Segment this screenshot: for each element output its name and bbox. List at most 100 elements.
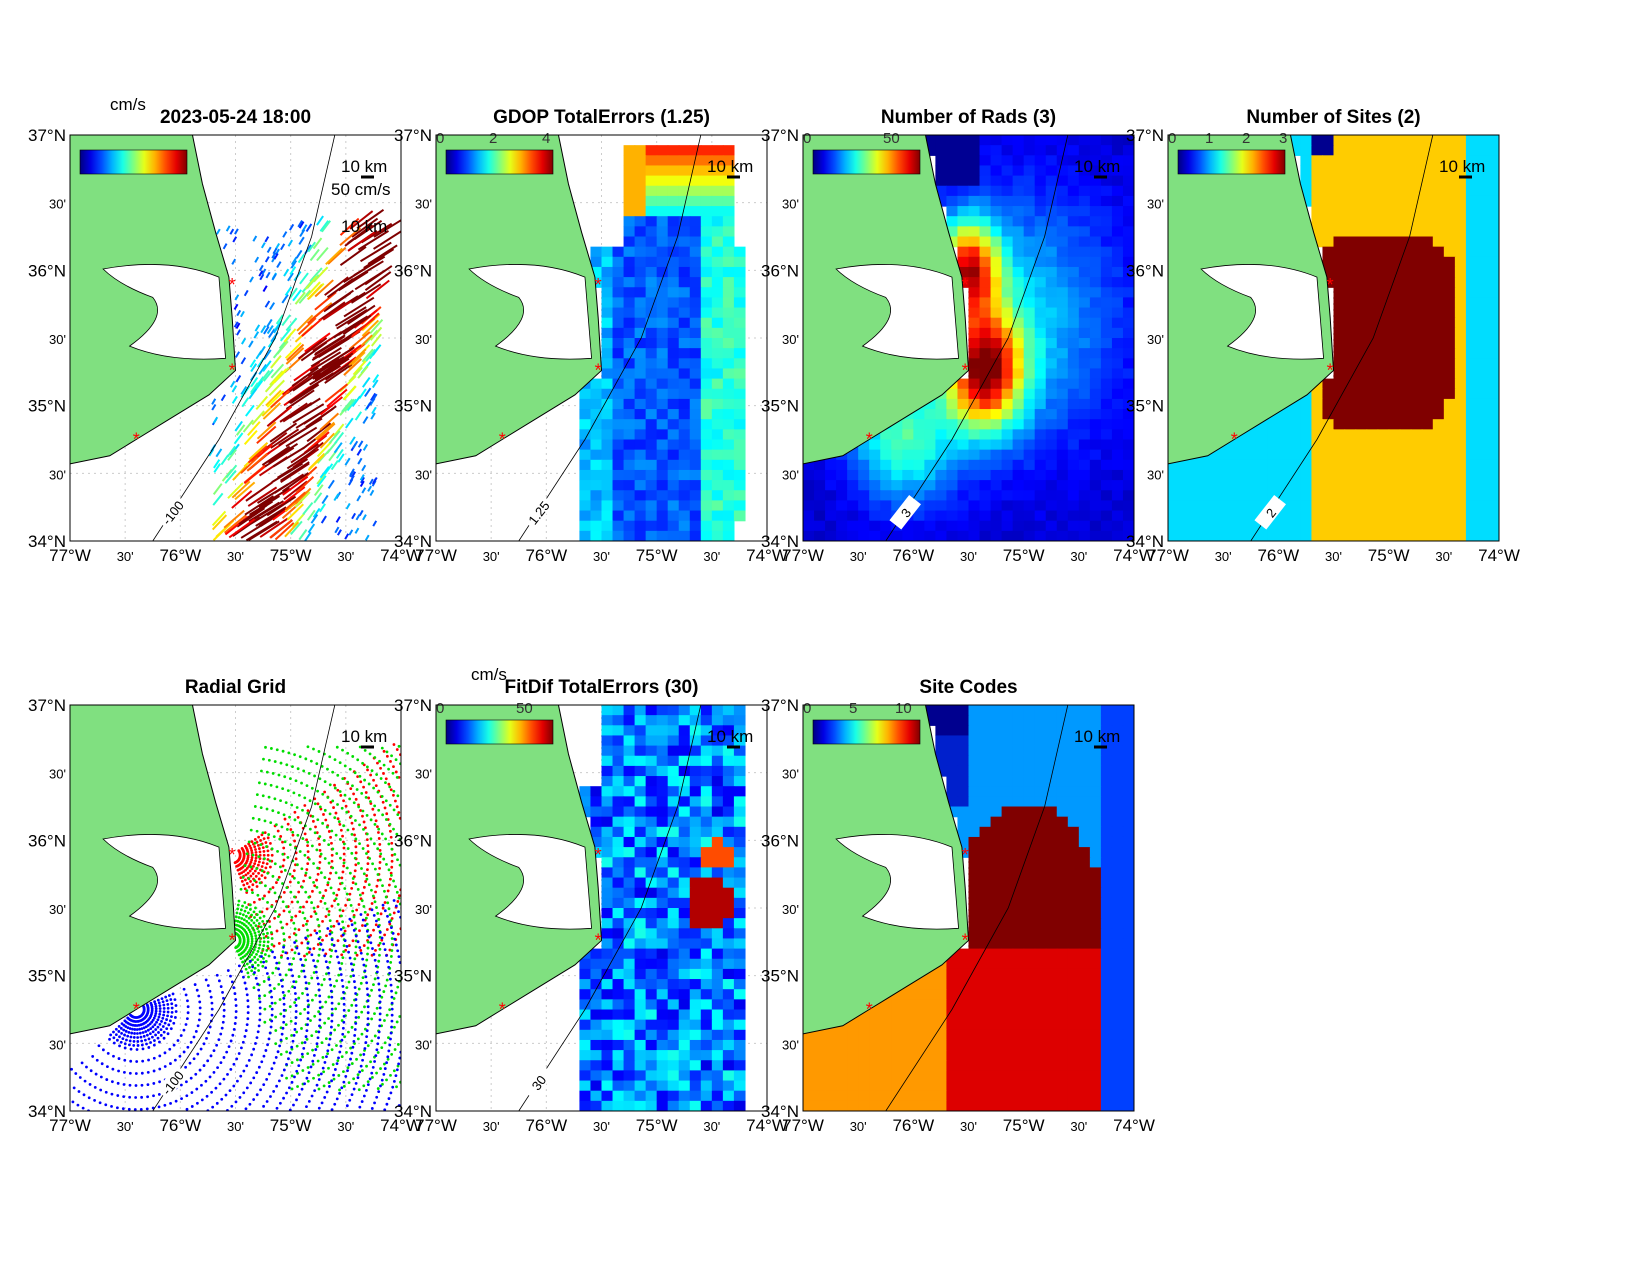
radial-grid-point [243, 878, 247, 882]
radial-grid-point [249, 946, 253, 950]
grid-cell [1034, 307, 1047, 319]
grid-cell [1122, 266, 1134, 278]
grid-cell [1366, 236, 1379, 248]
radial-grid-point [352, 1039, 356, 1043]
radial-grid-point [330, 1108, 334, 1111]
grid-cell [1322, 195, 1335, 207]
grid-cell [1476, 195, 1489, 207]
radial-grid-point [249, 923, 253, 927]
grid-cell [1311, 226, 1324, 238]
grid-cell [645, 216, 658, 227]
radial-grid-point [342, 1084, 346, 1088]
current-vector [355, 514, 361, 521]
grid-cell [1355, 429, 1368, 441]
grid-cell [1223, 469, 1235, 481]
radial-grid-point [124, 1025, 128, 1028]
grid-cell [689, 297, 702, 309]
radial-grid-point [252, 910, 256, 914]
grid-cell [1388, 307, 1401, 319]
grid-cell [1344, 216, 1357, 227]
radial-grid-point [311, 1062, 315, 1066]
grid-cell [946, 459, 959, 471]
grid-cell [711, 439, 724, 451]
current-vector [306, 509, 316, 521]
radial-grid-point [303, 804, 307, 807]
grid-cell [1300, 195, 1313, 207]
radial-grid-point [281, 840, 284, 844]
radial-grid-point [323, 1096, 327, 1099]
grid-cell [1443, 277, 1456, 288]
grid-cell [1100, 338, 1113, 349]
radial-grid-point [360, 867, 363, 870]
grid-cell [1067, 500, 1080, 512]
grid-cell [678, 398, 691, 410]
current-vector [341, 398, 354, 413]
current-vector [274, 248, 280, 256]
radial-grid-point [326, 883, 330, 887]
radial-grid-point [321, 1056, 325, 1059]
grid-cell [1078, 145, 1091, 156]
grid-cell [1410, 358, 1423, 370]
current-vector [345, 502, 351, 510]
radial-grid-point [164, 995, 168, 999]
radial-grid-point [330, 938, 334, 942]
grid-cell [634, 266, 647, 278]
grid-cell [1454, 419, 1467, 430]
radial-grid-point [247, 975, 250, 979]
radial-grid-point [369, 800, 372, 803]
radial-grid-point [294, 1004, 298, 1007]
radial-grid-point [350, 887, 354, 890]
current-vector [362, 443, 369, 451]
radial-grid-point [78, 1076, 82, 1079]
radial-grid-point [136, 1040, 140, 1043]
grid-cell [1333, 246, 1346, 258]
grid-cell [946, 175, 959, 187]
grid-cell [1322, 490, 1335, 501]
radial-grid-point [390, 853, 394, 857]
radial-grid-point [207, 1031, 210, 1035]
radial-grid-point [316, 976, 319, 980]
grid-cell [1443, 388, 1456, 400]
grid-cell [689, 185, 702, 197]
grid-cell [1410, 175, 1423, 187]
radial-grid-point [136, 1036, 140, 1039]
current-vector [280, 243, 286, 251]
radial-grid-point [249, 874, 253, 878]
radial-grid-point [314, 1030, 318, 1034]
radial-grid-point [151, 1030, 155, 1034]
grid-cell [1443, 185, 1456, 197]
grid-cell [623, 327, 636, 339]
radial-grid-point [157, 1031, 160, 1034]
radial-grid-point [316, 872, 320, 876]
radial-grid-point [308, 876, 312, 880]
radial-grid-point [351, 755, 355, 758]
grid-cell [1476, 327, 1489, 339]
grid-cell [1122, 175, 1134, 187]
grid-cell [979, 368, 992, 380]
grid-cell [1100, 439, 1113, 451]
radial-grid-point [260, 769, 263, 773]
radial-grid-point [317, 982, 320, 986]
radial-grid-point [338, 1050, 342, 1054]
grid-cell [1333, 439, 1346, 451]
grid-cell [1234, 439, 1246, 451]
grid-cell [1476, 439, 1489, 451]
grid-cell [1023, 266, 1036, 278]
grid-cell [733, 388, 746, 400]
grid-cell [623, 297, 636, 309]
grid-cell [1111, 388, 1124, 400]
grid-cell [634, 338, 647, 349]
grid-cell [1366, 368, 1379, 380]
grid-cell [1399, 520, 1412, 532]
grid-cell [1001, 236, 1014, 248]
grid-cell [1111, 307, 1124, 319]
grid-cell [1454, 358, 1467, 370]
radial-grid-point [351, 877, 355, 880]
grid-cell [957, 236, 970, 248]
radial-grid-point [74, 1072, 78, 1075]
grid-cell [957, 398, 970, 410]
radial-grid-point [250, 840, 254, 844]
grid-cell [1023, 165, 1036, 177]
grid-cell [1366, 398, 1379, 410]
grid-cell [1322, 277, 1335, 288]
